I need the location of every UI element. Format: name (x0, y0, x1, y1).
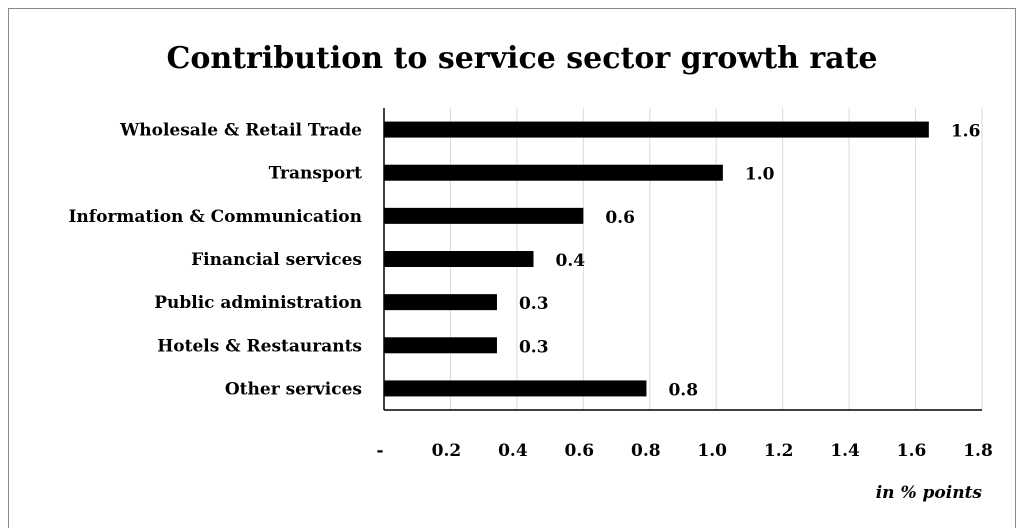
bars (384, 121, 929, 397)
x-tick-label: 1.4 (830, 441, 860, 461)
chart-frame (8, 8, 1016, 528)
bar (384, 251, 534, 267)
bar (384, 121, 929, 138)
bar (384, 207, 584, 224)
labels: Wholesale & Retail Trade 1.6 Transport 1.0 I… (68, 121, 992, 461)
data-label: 0.8 (668, 380, 698, 400)
bar (384, 380, 647, 397)
x-tick-label: 1.6 (897, 441, 927, 461)
category-label: Information & Communication (68, 207, 362, 227)
x-tick-label: 1.0 (697, 441, 727, 461)
bar (384, 164, 723, 181)
x-tick-label: 0.4 (498, 441, 528, 461)
category-label: Public administration (154, 293, 362, 313)
category-label: Other services (225, 379, 362, 399)
x-tick-label: 1.2 (764, 441, 794, 461)
x-tick-label: 0.8 (631, 441, 661, 461)
category-label: Wholesale & Retail Trade (119, 121, 362, 141)
x-tick-label: 0.2 (432, 441, 462, 461)
data-label: 1.0 (745, 165, 775, 185)
grid-lines (449, 108, 983, 410)
x-tick-label: 1.8 (963, 441, 993, 461)
data-label: 0.3 (519, 294, 549, 314)
data-label: 1.6 (951, 122, 981, 142)
unit-label: in % points (876, 483, 983, 503)
bar (384, 294, 497, 311)
chart-title: Contribution to service sector growth ra… (166, 41, 877, 76)
data-label: 0.3 (519, 337, 549, 357)
data-label: 0.6 (605, 208, 635, 228)
bar (384, 337, 497, 354)
x-tick-label: 0.6 (565, 441, 595, 461)
axes (383, 108, 982, 411)
category-label: Financial services (191, 250, 362, 270)
x-tick-label: - (376, 441, 383, 461)
data-label: 0.4 (556, 251, 586, 271)
category-label: Transport (269, 164, 362, 184)
category-label: Hotels & Restaurants (157, 336, 362, 356)
